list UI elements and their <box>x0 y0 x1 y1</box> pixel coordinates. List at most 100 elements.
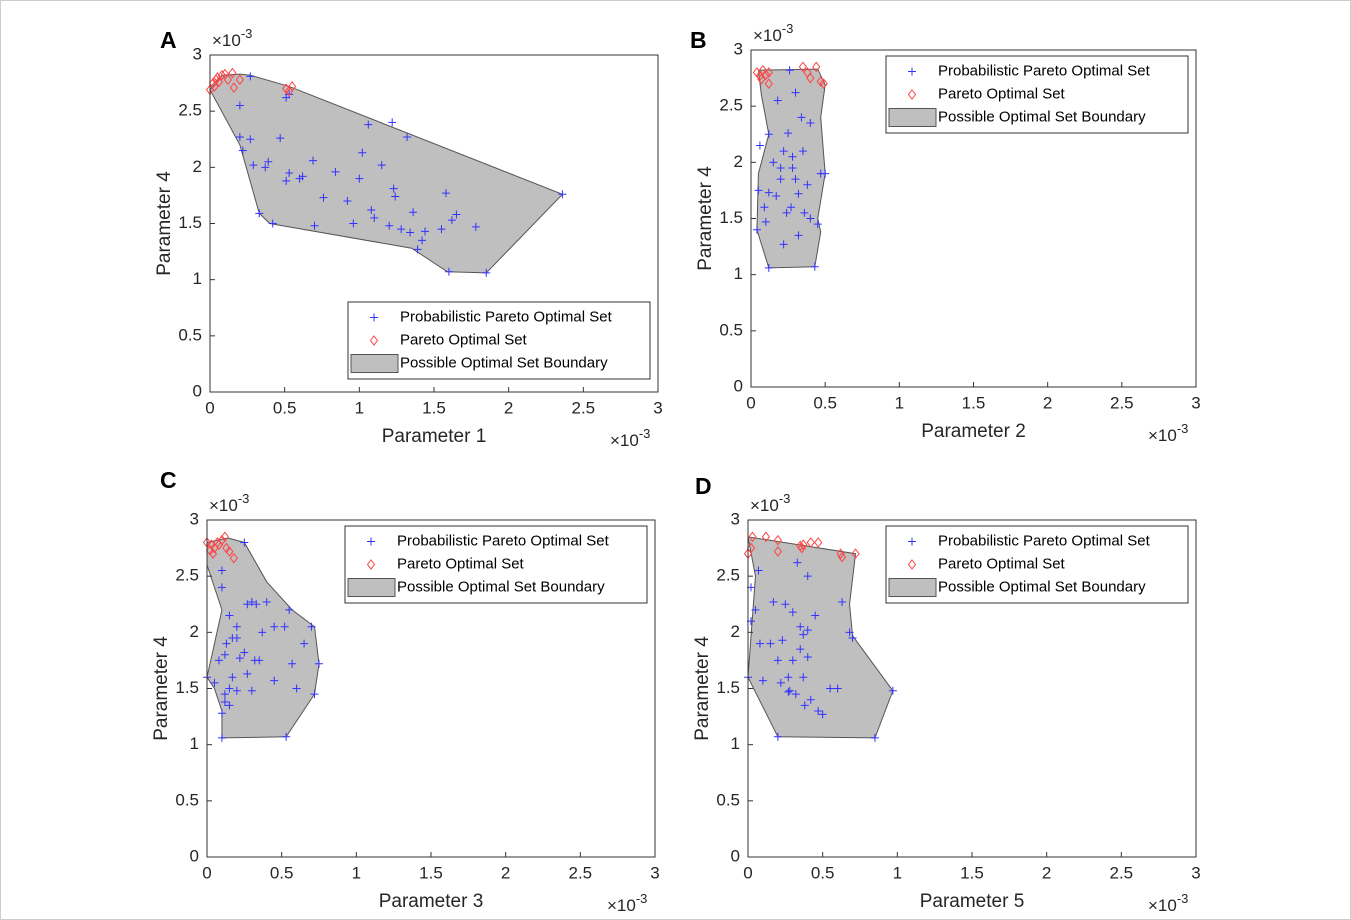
x-tick-label: 3 <box>650 863 659 882</box>
multiplier-exponent: -3 <box>639 426 651 441</box>
x-tick-label: 1.5 <box>962 393 986 412</box>
plus-marker <box>246 135 255 144</box>
diamond-marker <box>235 74 245 86</box>
plus-marker <box>794 189 803 198</box>
legend-label: Probabilistic Pareto Optimal Set <box>397 532 610 549</box>
axis-multiplier: ×10-3 <box>607 891 647 915</box>
diamond-marker <box>812 61 821 73</box>
diamond-marker <box>798 61 808 73</box>
multiplier-exponent: -3 <box>1177 891 1189 906</box>
legend-marker <box>907 559 917 570</box>
plus-marker <box>444 267 453 276</box>
plus-marker <box>349 219 358 228</box>
plus-marker <box>403 133 412 142</box>
plus-marker <box>764 263 773 272</box>
y-tick-label: 3 <box>731 509 740 528</box>
y-tick-label: 1 <box>731 734 740 753</box>
plus-marker <box>826 684 835 693</box>
x-axis-label: Parameter 3 <box>379 891 484 912</box>
multiplier-exponent: -3 <box>241 26 253 41</box>
diamond-marker <box>836 548 845 560</box>
plus-marker <box>776 163 785 172</box>
multiplier-base: ×10 <box>1148 896 1177 915</box>
plus-marker <box>776 678 785 687</box>
diamond-marker <box>223 74 233 86</box>
legend-label: Pareto Optimal Set <box>938 555 1066 572</box>
diamond-marker <box>217 69 227 81</box>
y-tick-label: 2.5 <box>178 101 202 120</box>
plus-marker <box>235 133 244 142</box>
y-tick-label: 3 <box>734 39 743 58</box>
plus-marker <box>803 626 812 635</box>
plus-marker <box>225 701 234 710</box>
y-axis-label: Parameter 4 <box>692 636 713 741</box>
plus-marker <box>258 628 267 637</box>
plus-marker <box>803 653 812 662</box>
plus-marker <box>788 152 797 161</box>
plus-marker <box>813 220 822 229</box>
legend-label: Probabilistic Pareto Optimal Set <box>938 62 1151 79</box>
plus-marker <box>769 598 778 607</box>
plus-marker <box>249 161 258 170</box>
plus-marker <box>235 101 244 110</box>
diamond-marker <box>799 539 808 551</box>
plus-marker <box>796 622 805 631</box>
plus-marker <box>262 598 271 607</box>
plus-marker <box>788 656 797 665</box>
x-tick-label: 1.5 <box>960 863 984 882</box>
y-tick-label: 2 <box>193 157 202 176</box>
plus-marker <box>799 673 808 682</box>
y-tick-label: 0 <box>731 846 740 865</box>
x-tick-label: 1 <box>352 863 361 882</box>
diamond-marker <box>213 72 222 83</box>
x-axis-label: Parameter 5 <box>920 891 1025 912</box>
y-tick-label: 0 <box>193 381 202 400</box>
plus-marker <box>364 120 373 129</box>
plus-marker <box>285 168 294 177</box>
plus-marker <box>418 236 427 245</box>
plus-marker <box>776 175 785 184</box>
plus-marker <box>788 163 797 172</box>
plus-marker <box>409 208 418 217</box>
multiplier-base: ×10 <box>209 496 238 515</box>
x-tick-label: 2.5 <box>1110 863 1134 882</box>
x-tick-label: 2 <box>501 863 510 882</box>
diamond-marker <box>837 551 847 563</box>
plus-marker <box>838 598 847 607</box>
plus-marker <box>391 192 400 201</box>
plus-marker <box>811 611 820 620</box>
plus-marker <box>870 733 879 742</box>
x-tick-label: 0 <box>746 393 755 412</box>
diamond-marker <box>220 531 230 543</box>
plus-marker <box>261 163 270 172</box>
plus-marker <box>282 176 291 185</box>
multiplier-base: ×10 <box>212 31 241 50</box>
legend-label: Pareto Optimal Set <box>397 555 525 572</box>
diamond-marker <box>814 537 823 548</box>
plus-marker <box>751 605 760 614</box>
plus-marker <box>773 96 782 105</box>
y-axis-label: Parameter 4 <box>151 636 172 741</box>
legend-marker <box>907 89 917 100</box>
y-tick-label: 1.5 <box>719 208 743 227</box>
diamond-marker <box>806 72 815 84</box>
plus-marker <box>755 141 764 150</box>
plus-marker <box>243 600 252 609</box>
plus-marker <box>452 210 461 219</box>
plus-marker <box>791 175 800 184</box>
plus-marker <box>779 147 788 156</box>
plus-marker <box>848 633 857 642</box>
x-tick-label: 3 <box>1191 393 1200 412</box>
plus-marker <box>784 673 793 682</box>
axis-multiplier: ×10-3 <box>1148 421 1188 445</box>
plus-marker <box>447 216 456 225</box>
y-tick-label: 0.5 <box>178 325 202 344</box>
plus-marker <box>413 245 422 254</box>
x-tick-label: 2 <box>1042 863 1051 882</box>
legend-swatch <box>350 354 399 373</box>
plus-marker <box>220 650 229 659</box>
plus-marker <box>755 639 764 648</box>
plus-marker <box>785 686 794 695</box>
plus-marker <box>389 184 398 193</box>
plus-marker <box>806 214 815 223</box>
